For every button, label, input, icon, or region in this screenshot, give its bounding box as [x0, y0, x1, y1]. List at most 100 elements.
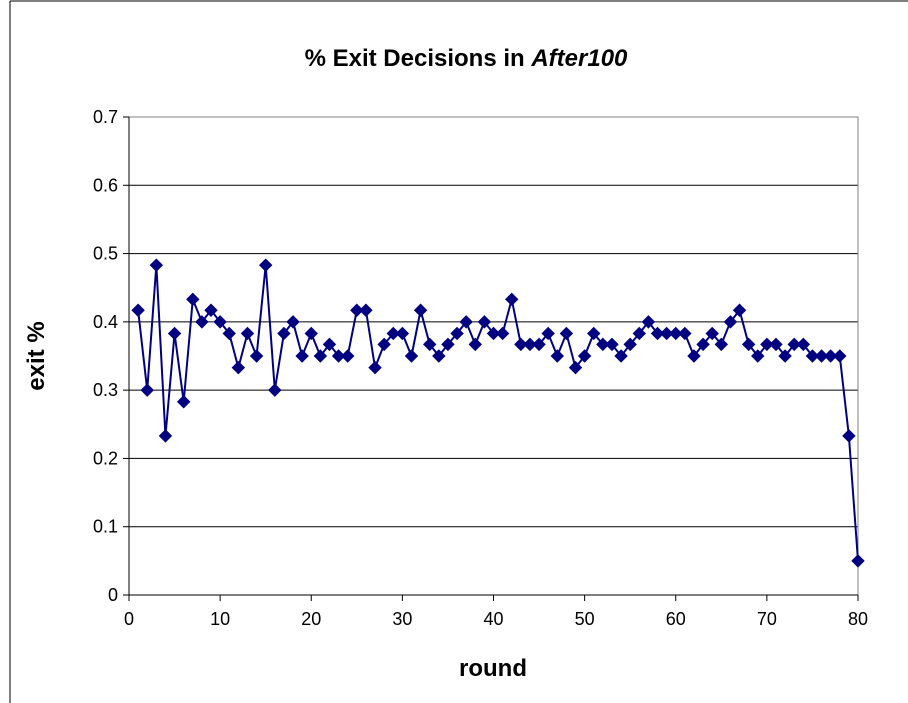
- data-point-marker: [550, 349, 564, 363]
- data-point-marker: [805, 349, 820, 363]
- data-point-marker: [787, 337, 801, 352]
- data-point-marker: [623, 337, 637, 352]
- chart-title: % Exit Decisions in After100: [305, 45, 628, 72]
- x-axis-label: round: [459, 655, 527, 682]
- data-point-marker: [295, 349, 309, 363]
- data-point-marker: [669, 326, 683, 341]
- series-layer: [131, 258, 865, 568]
- data-point-marker: [204, 303, 218, 317]
- data-point-marker: [450, 326, 464, 341]
- data-point-marker: [213, 315, 227, 329]
- x-tick-label: 20: [301, 609, 321, 629]
- data-point-marker: [258, 258, 273, 272]
- data-point-marker: [678, 326, 692, 341]
- data-point-marker: [723, 315, 738, 329]
- plot-area: [128, 116, 859, 596]
- y-tick-label: 0: [108, 585, 118, 605]
- data-point-marker: [432, 349, 446, 363]
- data-point-marker: [176, 395, 191, 409]
- data-point-marker: [495, 326, 510, 341]
- data-point-marker: [732, 303, 747, 317]
- data-point-marker: [404, 349, 419, 363]
- data-point-marker: [796, 337, 811, 352]
- data-point-marker: [413, 303, 428, 317]
- data-point-marker: [195, 315, 209, 329]
- y-axis-label: exit %: [23, 321, 50, 390]
- data-point-marker: [158, 429, 173, 443]
- data-point-marker: [532, 337, 546, 352]
- data-point-marker: [514, 337, 528, 352]
- data-point-marker: [705, 326, 719, 341]
- data-point-marker: [760, 337, 774, 352]
- data-point-marker: [741, 337, 756, 352]
- data-point-marker: [568, 360, 583, 375]
- y-tick-label: 0.5: [93, 244, 118, 264]
- data-point-marker: [231, 360, 246, 375]
- data-point-marker: [313, 349, 328, 363]
- gridlines: [129, 116, 858, 528]
- data-point-marker: [249, 349, 264, 363]
- x-axis-ticks: 0 10 20 30 40 50 60 70 80: [124, 595, 868, 629]
- y-tick-label: 0.6: [93, 175, 118, 195]
- x-tick-label: 60: [666, 609, 686, 629]
- data-point-marker: [368, 360, 382, 375]
- data-point-marker: [833, 349, 847, 363]
- data-point-marker: [751, 349, 765, 363]
- data-point-marker: [222, 326, 236, 341]
- data-point-marker: [842, 429, 856, 443]
- data-point-marker: [441, 337, 455, 352]
- data-point-marker: [477, 315, 492, 329]
- data-point-marker: [268, 383, 282, 397]
- data-point-marker: [277, 326, 291, 341]
- data-point-marker: [131, 303, 145, 317]
- data-point-marker: [340, 349, 355, 363]
- data-point-marker: [331, 349, 346, 363]
- series-line: [137, 265, 859, 561]
- x-tick-label: 70: [757, 609, 777, 629]
- data-point-marker: [523, 337, 537, 352]
- x-tick-label: 10: [210, 609, 230, 629]
- y-tick-label: 0.4: [93, 312, 118, 332]
- y-tick-label: 0.3: [93, 380, 118, 400]
- chart-title-main: % Exit Decisions in: [305, 45, 532, 72]
- data-point-marker: [468, 337, 482, 352]
- data-point-marker: [167, 326, 182, 341]
- data-point-marker: [377, 337, 391, 352]
- y-tick-label: 0.1: [93, 517, 118, 537]
- data-point-marker: [632, 326, 647, 341]
- data-point-marker: [687, 349, 701, 363]
- data-point-marker: [851, 554, 865, 568]
- data-point-marker: [714, 337, 729, 352]
- data-point-marker: [286, 315, 300, 329]
- data-point-marker: [769, 337, 783, 352]
- data-point-marker: [304, 326, 318, 341]
- x-tick-label: 50: [575, 609, 595, 629]
- data-point-marker: [587, 326, 601, 341]
- x-tick-label: 40: [483, 609, 503, 629]
- data-point-marker: [149, 258, 164, 272]
- x-tick-label: 80: [848, 609, 868, 629]
- data-point-marker: [186, 292, 200, 307]
- data-point-marker: [386, 326, 400, 341]
- data-point-marker: [350, 303, 364, 317]
- data-point-marker: [596, 337, 610, 352]
- data-point-marker: [614, 349, 628, 363]
- data-point-marker: [140, 383, 154, 397]
- data-point-marker: [641, 315, 656, 329]
- data-point-marker: [605, 337, 619, 352]
- data-point-marker: [823, 349, 838, 363]
- data-point-marker: [459, 315, 473, 329]
- y-tick-label: 0.2: [93, 448, 118, 468]
- data-point-marker: [814, 349, 829, 363]
- data-point-marker: [650, 326, 665, 341]
- y-axis-ticks: 0 0.1 0.2 0.3 0.4 0.5 0.6 0.7: [93, 107, 129, 605]
- y-tick-label: 0.7: [93, 107, 118, 127]
- x-tick-label: 30: [392, 609, 412, 629]
- data-point-marker: [541, 326, 555, 341]
- data-point-marker: [359, 303, 373, 317]
- data-point-marker: [659, 326, 674, 341]
- data-point-marker: [423, 337, 437, 352]
- data-point-marker: [486, 326, 501, 341]
